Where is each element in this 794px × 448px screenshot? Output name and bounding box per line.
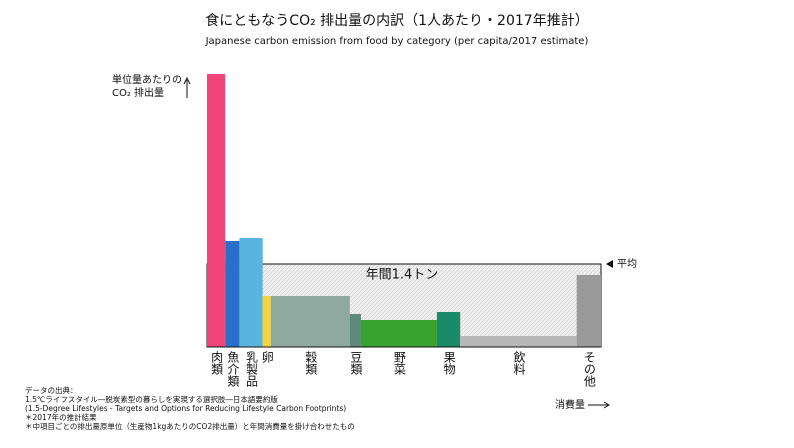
bar [436, 312, 461, 347]
category-label: 肉類 [210, 351, 224, 376]
bar [270, 296, 350, 347]
note: 1.5℃ライフスタイル―脱炭素型の暮らしを実現する選択肢―日本語要約版 [25, 394, 278, 404]
y-label: 単位量あたりの [112, 73, 182, 86]
note: データの出典： [25, 385, 78, 395]
y-arrow-head [183, 76, 191, 85]
category-label: その他 [582, 351, 596, 387]
chart-subtitle: Japanese carbon emission from food by ca… [205, 36, 589, 47]
x-arrow-head [603, 401, 610, 409]
bar [262, 296, 271, 347]
bar [207, 74, 226, 347]
bar [360, 320, 437, 347]
category-label: 野菜 [392, 351, 406, 375]
note: ＊中項目ごとの排出量原単位（生産物1kgあたりのCO2排出量）と年間消費量を掛け… [25, 421, 355, 431]
chart-title: 食にともなうCO₂ 排出量の内訳（1人あたり・2017年推計） [205, 12, 588, 29]
category-label: 飲料 [512, 350, 526, 375]
average-label: 平均 [617, 258, 637, 270]
average-pointer [606, 260, 613, 268]
note: ＊2017年の推計結果 [25, 412, 97, 422]
category-label: 魚介類 [226, 351, 240, 388]
category-label: 穀類 [304, 351, 318, 376]
bar [225, 241, 240, 347]
bar [576, 275, 601, 347]
category-label: 豆類 [349, 351, 363, 376]
bar [349, 314, 361, 347]
category-label: 卵 [260, 351, 274, 364]
category-label: 乳製品 [245, 351, 259, 387]
total-label: 年間1.4トン [366, 268, 439, 283]
bar [460, 336, 577, 347]
category-label: 果物 [442, 351, 456, 375]
x-label: 消費量 [555, 398, 585, 411]
bar [239, 238, 263, 347]
note: (1.5-Degree Lifestyles - Targets and Opt… [25, 404, 346, 413]
y-label: CO₂ 排出量 [112, 86, 164, 99]
